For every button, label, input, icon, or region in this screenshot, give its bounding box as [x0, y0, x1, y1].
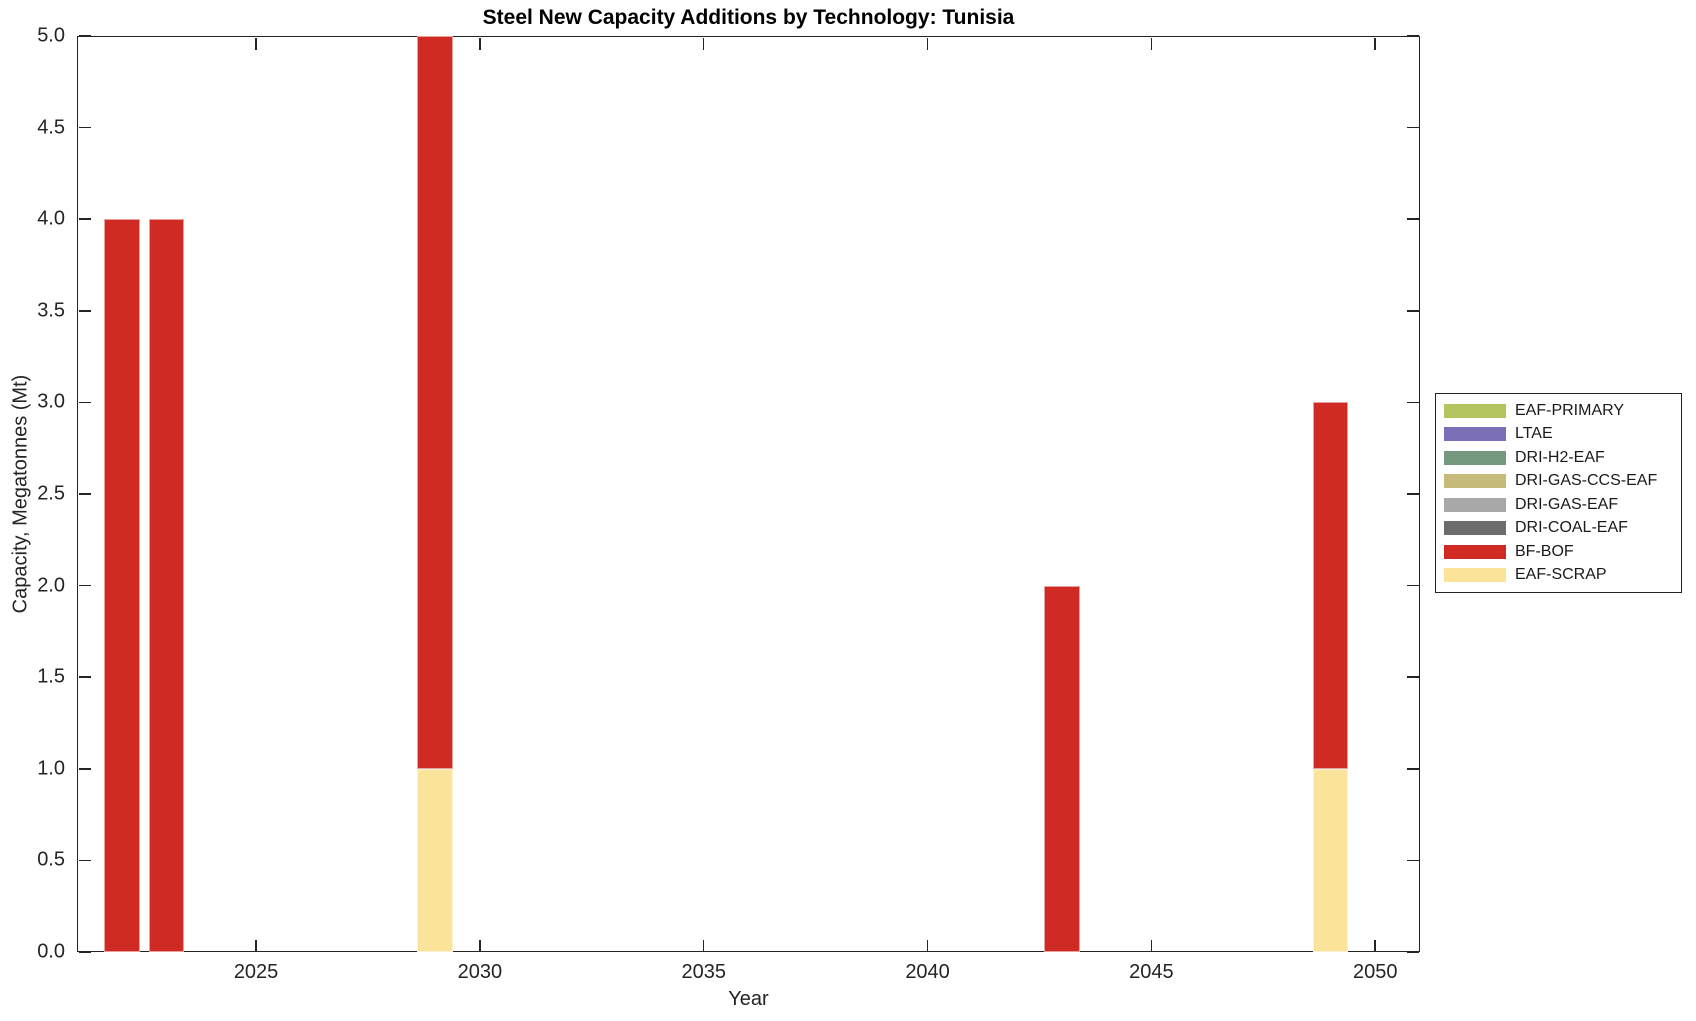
- y-tick-label-0: 0.0: [37, 940, 65, 963]
- bar-segment-BF-BOF-2043: [1043, 585, 1080, 952]
- x-tick-top-2040: [926, 37, 929, 50]
- chart-title: Steel New Capacity Additions by Technolo…: [482, 6, 1015, 29]
- y-tick-5: [78, 35, 91, 37]
- legend-swatch-DRI-H2-EAF: [1444, 450, 1506, 465]
- legend-label-LTAE: LTAE: [1515, 425, 1553, 443]
- legend-item-BF-BOF: BF-BOF: [1436, 543, 1681, 561]
- y-tick-label-4: 4.0: [37, 207, 65, 230]
- y-tick-1.5: [78, 676, 91, 678]
- x-tick-2025: [255, 940, 257, 952]
- y-tick-label-4.5: 4.5: [37, 116, 65, 139]
- y-tick-label-3: 3.0: [37, 390, 65, 413]
- x-tick-label-2045: 2045: [1129, 961, 1174, 983]
- y-tick-2.5: [78, 493, 91, 495]
- x-tick-label-2030: 2030: [457, 961, 503, 983]
- legend-item-LTAE: LTAE: [1436, 425, 1681, 443]
- y-tick-right-5: [1406, 35, 1419, 37]
- x-tick-label-2050: 2050: [1352, 961, 1398, 983]
- y-tick-right-1: [1406, 768, 1419, 770]
- y-tick-right-4: [1406, 218, 1419, 220]
- bar-segment-EAF-SCRAP-2049: [1312, 768, 1349, 952]
- legend-swatch-DRI-GAS-EAF: [1444, 497, 1506, 512]
- x-tick-top-2025: [255, 37, 257, 50]
- x-axis-label: Year: [728, 988, 769, 1010]
- bar-segment-EAF-SCRAP-2029: [417, 768, 454, 952]
- bar-segment-BF-BOF-2049: [1312, 402, 1349, 769]
- legend-item-DRI-GAS-CCS-EAF: DRI-GAS-CCS-EAF: [1436, 472, 1681, 490]
- x-tick-2050: [1374, 940, 1376, 952]
- y-tick-right-0: [1406, 951, 1419, 953]
- legend-label-DRI-GAS-CCS-EAF: DRI-GAS-CCS-EAF: [1515, 472, 1658, 490]
- plot-area: [77, 36, 1420, 952]
- y-axis-label: Capacity, Megatonnes (Mt): [9, 374, 32, 614]
- y-tick-0.5: [78, 859, 91, 862]
- legend-item-EAF-PRIMARY: EAF-PRIMARY: [1436, 402, 1681, 420]
- legend-item-EAF-SCRAP: EAF-SCRAP: [1436, 566, 1681, 584]
- y-tick-right-3.5: [1406, 310, 1419, 312]
- x-tick-label-2040: 2040: [905, 961, 950, 983]
- legend-swatch-DRI-GAS-CCS-EAF: [1444, 474, 1506, 489]
- legend: EAF-PRIMARY LTAE DRI-H2-EAF DRI-GAS-CCS-EAF…: [1435, 393, 1682, 593]
- y-tick-0: [78, 951, 91, 953]
- y-tick-2: [78, 584, 91, 587]
- x-tick-2030: [479, 940, 481, 952]
- bar-segment-BF-BOF-2022: [103, 219, 140, 952]
- y-tick-4: [78, 218, 91, 220]
- y-tick-right-2: [1406, 584, 1419, 587]
- y-tick-right-3: [1406, 401, 1419, 404]
- legend-swatch-EAF-SCRAP: [1444, 568, 1506, 583]
- x-tick-label-2025: 2025: [233, 961, 279, 983]
- x-tick-label-2035: 2035: [681, 961, 726, 983]
- y-tick-label-0.5: 0.5: [37, 848, 65, 871]
- x-tick-2045: [1150, 940, 1153, 952]
- x-tick-top-2050: [1374, 37, 1376, 50]
- legend-item-DRI-COAL-EAF: DRI-COAL-EAF: [1436, 519, 1681, 537]
- x-tick-2040: [926, 940, 929, 952]
- x-tick-top-2045: [1150, 37, 1153, 50]
- y-tick-3: [78, 401, 91, 404]
- y-tick-label-2: 2.0: [37, 574, 65, 597]
- legend-label-EAF-SCRAP: EAF-SCRAP: [1515, 566, 1607, 584]
- x-tick-top-2030: [479, 37, 481, 50]
- legend-label-DRI-H2-EAF: DRI-H2-EAF: [1515, 448, 1605, 466]
- bar-segment-BF-BOF-2029: [417, 36, 454, 769]
- y-tick-right-0.5: [1406, 859, 1419, 862]
- bar-segment-BF-BOF-2023: [148, 219, 185, 952]
- legend-label-BF-BOF: BF-BOF: [1515, 542, 1574, 560]
- legend-swatch-DRI-COAL-EAF: [1444, 521, 1506, 536]
- y-tick-right-1.5: [1406, 676, 1419, 678]
- y-tick-right-4.5: [1406, 126, 1419, 129]
- legend-item-DRI-H2-EAF: DRI-H2-EAF: [1436, 449, 1681, 467]
- legend-item-DRI-GAS-EAF: DRI-GAS-EAF: [1436, 496, 1681, 514]
- y-tick-label-3.5: 3.5: [37, 299, 65, 322]
- y-tick-label-5: 5.0: [37, 24, 65, 47]
- legend-label-DRI-GAS-EAF: DRI-GAS-EAF: [1515, 495, 1619, 513]
- legend-label-DRI-COAL-EAF: DRI-COAL-EAF: [1515, 519, 1628, 537]
- x-tick-2035: [702, 940, 705, 952]
- legend-swatch-BF-BOF: [1444, 544, 1506, 559]
- y-tick-label-1: 1.0: [37, 757, 65, 780]
- x-tick-top-2035: [702, 37, 705, 50]
- y-tick-4.5: [78, 126, 91, 129]
- y-tick-label-2.5: 2.5: [37, 482, 65, 505]
- y-tick-right-2.5: [1406, 493, 1419, 495]
- legend-swatch-EAF-PRIMARY: [1444, 403, 1506, 418]
- y-tick-label-1.5: 1.5: [37, 665, 65, 688]
- y-tick-1: [78, 768, 91, 770]
- y-tick-3.5: [78, 310, 91, 312]
- legend-swatch-LTAE: [1444, 427, 1506, 442]
- legend-label-EAF-PRIMARY: EAF-PRIMARY: [1515, 401, 1625, 419]
